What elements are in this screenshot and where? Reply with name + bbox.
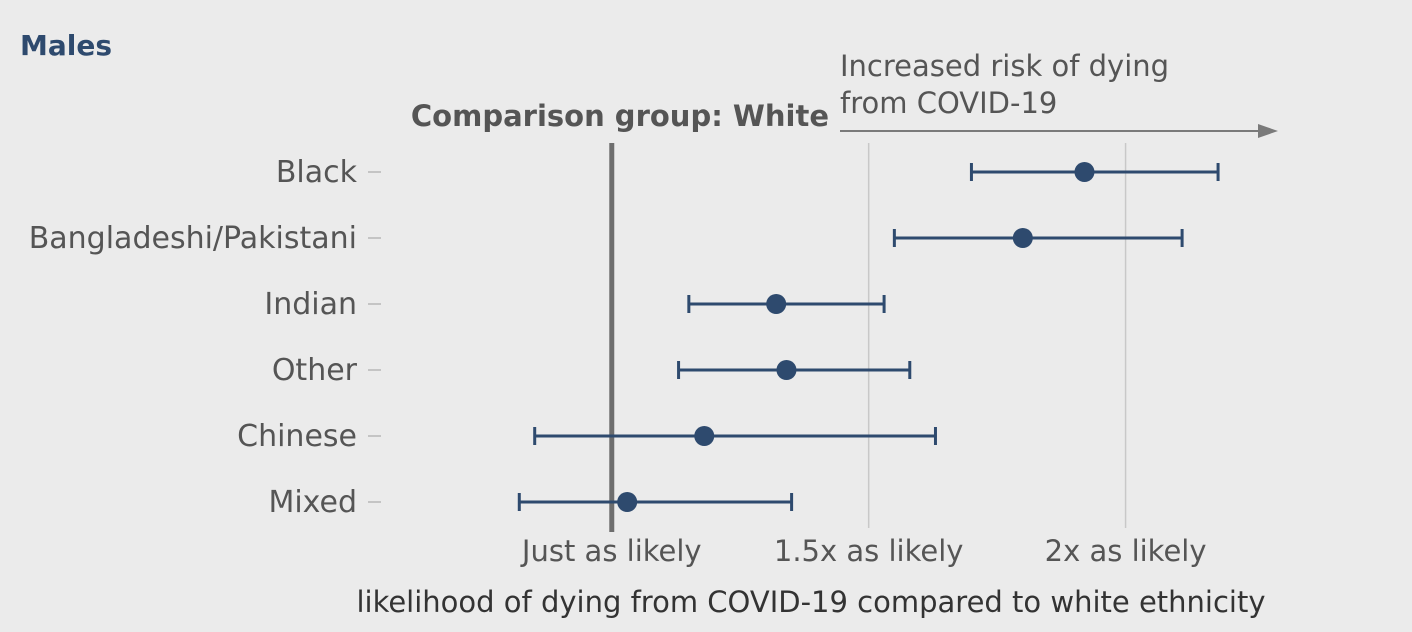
point-estimate: [776, 360, 797, 380]
gridlines: [867, 143, 1127, 528]
x-tick-label: 1.5x as likely: [774, 534, 964, 568]
point-estimate: [1012, 228, 1033, 248]
annotation-line-2: from COVID-19: [840, 86, 1057, 120]
point-estimate: [766, 294, 787, 314]
category-label: Black: [276, 155, 358, 190]
increased-risk-arrow-icon: [840, 124, 1278, 138]
point-estimate: [694, 426, 715, 446]
chart-title: Males: [20, 29, 112, 62]
category-label: Other: [272, 353, 358, 388]
x-axis-title: likelihood of dying from COVID-19 compar…: [356, 585, 1265, 619]
x-axis-ticks: Just as likely 1.5x as likely 2x as likely: [520, 534, 1207, 568]
category-label: Chinese: [237, 419, 357, 454]
category-label: Bangladeshi/Pakistani: [29, 221, 357, 256]
x-tick-label: 2x as likely: [1045, 534, 1207, 568]
point-estimate: [617, 492, 638, 512]
reference-label: Comparison group: White: [411, 99, 829, 133]
category-label: Indian: [264, 287, 357, 322]
category-axis: Black Bangladeshi/Pakistani Indian Other Chi…: [29, 155, 381, 520]
annotation-line-1: Increased risk of dying: [840, 49, 1169, 83]
estimate-marks: [517, 162, 1220, 512]
point-estimate: [1074, 162, 1095, 182]
category-label: Mixed: [268, 485, 357, 520]
x-tick-label: Just as likely: [520, 534, 702, 568]
